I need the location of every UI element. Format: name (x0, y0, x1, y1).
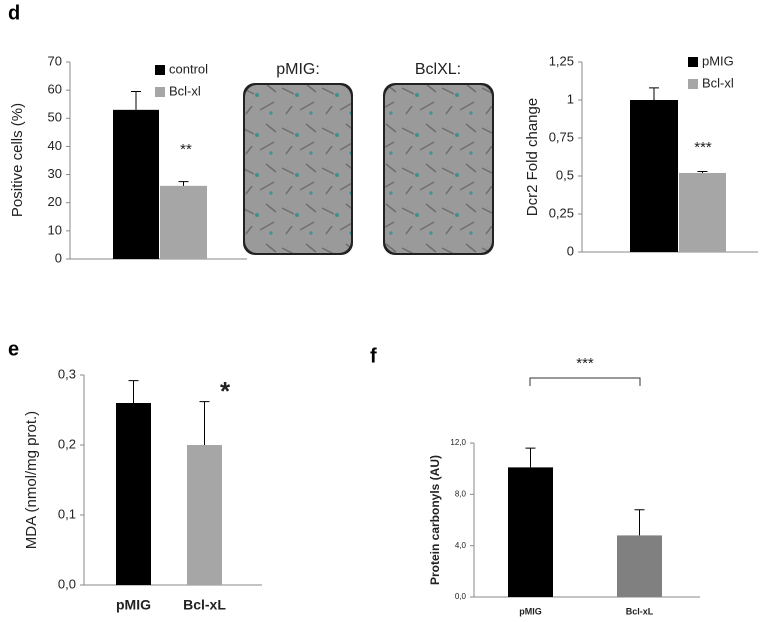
annotation: *** (694, 139, 712, 156)
y-tick-label: 0,3 (58, 366, 76, 381)
image-label: BclXL: (415, 61, 461, 78)
y-tick-label: 0 (567, 243, 574, 258)
y-axis-label: Dcr2 Fold change (524, 98, 541, 216)
legend-swatch (155, 87, 165, 97)
y-tick-label: 12,0 (450, 438, 466, 447)
legend-swatch (688, 79, 698, 89)
legend-label: pMIG (702, 53, 734, 68)
error-bar (649, 87, 659, 100)
y-axis-label: Positive cells (%) (9, 103, 26, 217)
y-tick-label: 1 (567, 91, 574, 106)
y-tick-label: 0,0 (455, 592, 467, 601)
error-bar (525, 447, 536, 468)
annotation: * (220, 376, 231, 406)
y-tick-label: 8,0 (455, 489, 467, 498)
error-bar (178, 181, 189, 186)
legend-label: Bcl-xl (169, 83, 201, 98)
error-bar (697, 170, 708, 173)
legend-label: Bcl-xl (702, 75, 734, 90)
y-tick-label: 30 (48, 166, 62, 181)
y-tick-label: 40 (48, 138, 62, 153)
legend-swatch (155, 65, 165, 75)
x-tick-label: pMIG (116, 597, 151, 613)
y-tick-label: 0,1 (58, 506, 76, 521)
y-tick-label: 0,5 (556, 167, 574, 182)
y-tick-label: 10 (48, 222, 62, 237)
y-tick-label: 50 (48, 110, 62, 125)
y-axis-label: Protein carbonyls (AU) (428, 455, 442, 585)
panel-label: e (8, 338, 19, 360)
bar (160, 185, 207, 259)
y-tick-label: 0 (55, 250, 62, 265)
significance-bracket (529, 377, 641, 386)
error-bar (634, 509, 645, 536)
legend-label: control (169, 61, 208, 76)
y-tick-label: 1,25 (549, 53, 574, 68)
annotation: *** (576, 355, 594, 372)
x-tick-label: Bcl-xL (183, 597, 226, 613)
bar (508, 467, 553, 597)
panel-label: f (370, 345, 377, 367)
image-label: pMIG: (276, 61, 320, 78)
y-tick-label: 70 (48, 53, 62, 68)
error-bar (199, 401, 210, 445)
bar (630, 100, 678, 252)
bar (113, 109, 159, 259)
bar (679, 172, 726, 252)
bar (187, 445, 222, 585)
bar (116, 403, 151, 585)
y-tick-label: 20 (48, 194, 62, 209)
y-tick-label: 0,25 (549, 205, 574, 220)
y-tick-label: 60 (48, 82, 62, 97)
y-tick-label: 0,2 (58, 436, 76, 451)
x-tick-label: Bcl-xL (626, 606, 654, 616)
y-axis-label: MDA (nmol/mg prot.) (23, 411, 40, 549)
y-tick-label: 4,0 (455, 541, 467, 550)
error-bar (128, 380, 139, 403)
micrograph (385, 85, 492, 253)
y-tick-label: 0,75 (549, 129, 574, 144)
panel-label: d (8, 2, 20, 24)
legend-swatch (688, 57, 698, 67)
micrograph (245, 85, 351, 253)
y-tick-label: 0,0 (58, 576, 76, 591)
error-bar (131, 91, 141, 110)
x-tick-label: pMIG (519, 606, 542, 616)
annotation: ** (180, 141, 192, 158)
bar (617, 535, 662, 597)
